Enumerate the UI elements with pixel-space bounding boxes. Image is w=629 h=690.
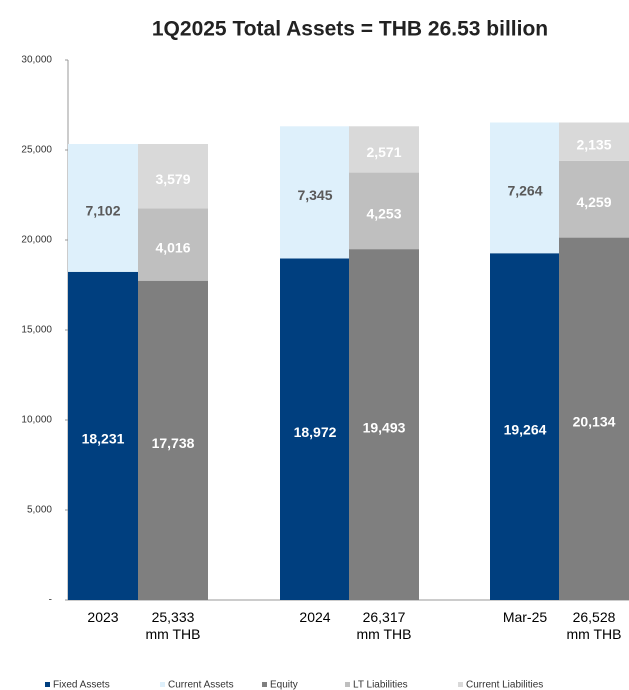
data-label: 2,135 — [576, 136, 611, 152]
data-label: 7,264 — [507, 183, 542, 199]
legend-label: Equity — [270, 680, 298, 690]
legend-label: Current Liabilities — [466, 680, 543, 690]
data-label: 20,134 — [573, 413, 616, 429]
data-label: 2,571 — [366, 144, 401, 160]
bar-segment — [280, 258, 350, 600]
x-tick-label: Mar-25 — [502, 609, 548, 625]
bar-segment — [138, 144, 208, 209]
bar-segment — [68, 271, 138, 600]
data-label: 19,264 — [504, 421, 547, 437]
legend-label: Current Assets — [168, 680, 234, 690]
bar-segment — [68, 144, 138, 272]
y-tick-label: - — [49, 595, 52, 606]
legend-swatch — [458, 682, 463, 687]
legend-swatch — [160, 682, 165, 687]
data-label: 18,231 — [82, 431, 125, 447]
bar-segment — [490, 253, 560, 601]
y-tick-label: 20,000 — [21, 235, 52, 246]
y-tick-label: 5,000 — [27, 505, 52, 516]
y-tick-label: 25,000 — [21, 145, 52, 156]
x-tick-label: 25,333 mm THB — [145, 609, 201, 642]
legend-swatch — [262, 682, 267, 687]
data-label: 19,493 — [363, 419, 406, 435]
y-tick-label: 15,000 — [21, 325, 52, 336]
bar-segment — [559, 160, 629, 238]
data-label: 7,102 — [85, 203, 120, 219]
data-label: 7,345 — [297, 187, 332, 203]
bar-segment — [280, 126, 350, 259]
legend-label: LT Liabilities — [353, 680, 408, 690]
bar-segment — [138, 280, 208, 600]
bar-segment — [490, 122, 560, 254]
bar-segment — [349, 126, 419, 173]
y-tick-label: 30,000 — [21, 55, 52, 66]
chart-title: 1Q2025 Total Assets = THB 26.53 billion — [152, 18, 548, 41]
bar-segment — [559, 237, 629, 600]
legend-label: Fixed Assets — [53, 680, 110, 690]
bar-segment — [559, 122, 629, 161]
legend-swatch — [45, 682, 50, 687]
x-tick-label: 2023 — [87, 609, 119, 625]
data-label: 18,972 — [294, 424, 337, 440]
legend-swatch — [345, 682, 350, 687]
bar-segment — [138, 208, 208, 281]
x-tick-label: 26,528 mm THB — [566, 609, 622, 642]
data-label: 3,579 — [155, 171, 190, 187]
x-tick-label: 2024 — [299, 609, 331, 625]
x-tick-label: 26,317 mm THB — [356, 609, 412, 642]
y-tick-label: 10,000 — [21, 415, 52, 426]
bar-segment — [349, 172, 419, 250]
data-label: 4,259 — [576, 194, 611, 210]
data-label: 17,738 — [152, 435, 195, 451]
data-label: 4,016 — [155, 239, 190, 255]
bar-segment — [349, 249, 419, 600]
data-label: 4,253 — [366, 206, 401, 222]
